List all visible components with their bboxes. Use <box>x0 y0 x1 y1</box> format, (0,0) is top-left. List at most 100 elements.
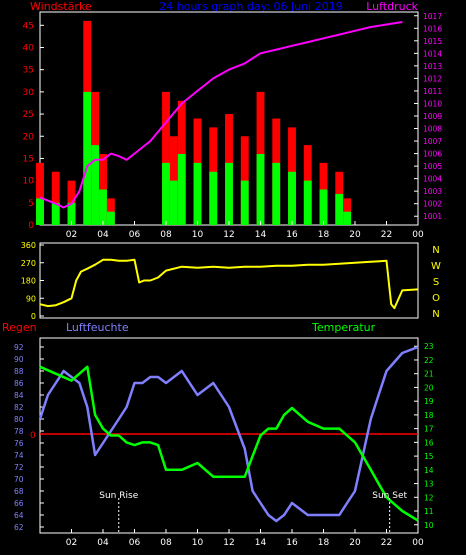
wind-axis-label: 25 <box>23 110 34 120</box>
pressure-axis-label: 1002 <box>423 200 442 209</box>
wind-avg-bar <box>193 162 202 225</box>
wind-avg-bar <box>169 180 178 225</box>
wind-avg-bar <box>343 211 352 225</box>
x-tick-label: 04 <box>97 230 109 240</box>
humidity-axis-label: 92 <box>14 343 24 352</box>
wind-gust-bar <box>162 91 170 225</box>
wind-avg-bar <box>106 211 115 225</box>
sun-set-label: Sun Set <box>372 491 407 501</box>
sun-rise-label: Sun Rise <box>99 491 138 501</box>
pressure-axis-label: 1012 <box>423 74 442 83</box>
wind-avg-bar <box>83 91 92 225</box>
x-tick-label: 00 <box>412 230 424 240</box>
wind-avg-bar <box>272 162 281 225</box>
wind-axis-label: 30 <box>23 88 35 98</box>
x-tick-label: 14 <box>255 538 267 548</box>
wind-avg-bar <box>225 162 233 225</box>
humidity-axis-label: 88 <box>14 367 24 376</box>
humidity-axis-label: 64 <box>14 511 24 520</box>
humidity-axis-label: 82 <box>14 403 24 412</box>
pressure-axis-label: 1010 <box>423 99 442 108</box>
direction-axis-label: 360 <box>21 241 36 250</box>
compass-label: W <box>431 261 441 272</box>
wind-avg-bar <box>162 162 170 225</box>
wind-avg-bar <box>36 198 44 225</box>
wind-avg-bar <box>177 154 186 225</box>
temperature-axis-label: 18 <box>424 411 434 420</box>
x-tick-label: 22 <box>381 230 392 240</box>
humidity-axis-label: 90 <box>14 355 24 364</box>
humidity-label: Luftfeuchte <box>66 321 129 334</box>
wind-axis-label: 45 <box>23 21 34 31</box>
temperature-axis-label: 19 <box>424 397 434 406</box>
humidity-axis-label: 78 <box>14 427 24 436</box>
humidity-axis-label: 84 <box>14 391 24 400</box>
x-tick-label: 10 <box>192 230 204 240</box>
humidity-axis-label: 80 <box>14 415 24 424</box>
temperature-axis-label: 23 <box>424 342 434 351</box>
wind-direction-line <box>39 258 419 310</box>
compass-label: O <box>432 293 440 304</box>
temperature-axis-label: 12 <box>424 493 434 502</box>
temperature-axis-label: 15 <box>424 452 434 461</box>
wind-avg-bar <box>303 180 312 225</box>
wind-avg-bar <box>319 189 328 225</box>
humidity-axis-label: 76 <box>14 439 24 448</box>
pressure-axis-label: 1004 <box>423 175 442 184</box>
x-tick-label: 06 <box>129 230 141 240</box>
compass-label: S <box>433 277 439 288</box>
x-tick-label: 16 <box>286 538 298 548</box>
x-tick-label: 12 <box>223 230 234 240</box>
humidity-axis-label: 86 <box>14 379 24 388</box>
humidity-axis-label: 70 <box>14 475 24 484</box>
humidity-axis-label: 72 <box>14 463 24 472</box>
temperature-axis-label: 11 <box>424 507 434 516</box>
graph-title: 24 hours graph day: 06 Juni 2019 <box>159 0 342 13</box>
x-tick-label: 02 <box>66 230 77 240</box>
humidity-axis-label: 68 <box>14 487 24 496</box>
temperature-axis-label: 22 <box>424 356 434 365</box>
temperature-line <box>39 365 419 522</box>
wind-avg-bar <box>67 202 76 225</box>
wind-axis-label: 40 <box>23 44 35 54</box>
humidity-axis-label: 62 <box>14 523 24 532</box>
wind-avg-bar <box>209 171 218 225</box>
temperature-axis-label: 10 <box>424 521 434 530</box>
x-tick-label: 14 <box>255 230 267 240</box>
rain-axis-label: 0 <box>30 431 36 441</box>
wind-axis-label: 20 <box>23 132 35 142</box>
plot-frame <box>39 337 419 534</box>
pressure-axis-label: 1006 <box>423 150 442 159</box>
pressure-axis-label: 1003 <box>423 187 442 196</box>
humidity-line <box>38 345 419 523</box>
wind-avg-bar <box>91 145 100 225</box>
wind-pressure-panel: 0510152025303540451001100210031004100510… <box>23 11 442 240</box>
x-tick-label: 00 <box>412 538 424 548</box>
temperature-label: Temperatur <box>311 321 376 334</box>
x-tick-label: 06 <box>129 538 141 548</box>
wind-avg-bar <box>240 180 249 225</box>
temperature-axis-label: 14 <box>424 466 434 475</box>
direction-axis-label: 90 <box>26 294 36 303</box>
x-tick-label: 18 <box>318 538 330 548</box>
temperature-axis-label: 16 <box>424 438 434 447</box>
wind-avg-bar <box>256 154 265 225</box>
pressure-line <box>39 21 403 209</box>
pressure-axis-label: 1013 <box>423 62 442 71</box>
x-tick-label: 20 <box>349 230 361 240</box>
plot-frame <box>39 242 419 319</box>
wind-avg-bar <box>335 193 344 225</box>
pressure-axis-label: 1015 <box>423 37 442 46</box>
wind-avg-bar <box>51 202 60 225</box>
wind-avg-bar <box>288 171 296 225</box>
temperature-axis-label: 17 <box>424 425 434 434</box>
rain-label: Regen <box>2 321 37 334</box>
wind-axis-label: 10 <box>23 177 35 187</box>
temperature-axis-label: 21 <box>424 370 434 379</box>
wind-axis-label: 5 <box>28 199 34 209</box>
wind-gust-bar <box>51 171 60 225</box>
temperature-axis-label: 13 <box>424 480 434 489</box>
